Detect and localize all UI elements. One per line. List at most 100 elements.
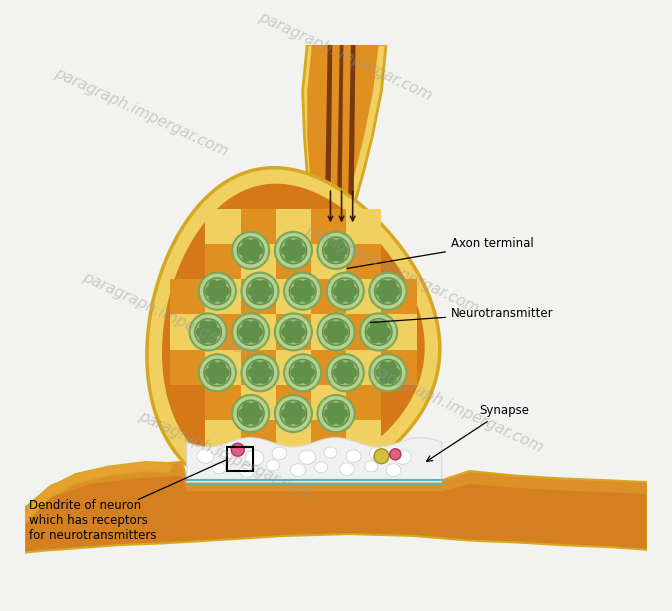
Ellipse shape — [328, 403, 337, 412]
Ellipse shape — [305, 287, 314, 296]
Ellipse shape — [250, 403, 259, 412]
Ellipse shape — [237, 400, 264, 427]
Ellipse shape — [243, 403, 251, 412]
Ellipse shape — [335, 240, 344, 249]
Bar — [346, 279, 382, 314]
Bar — [346, 209, 382, 244]
Ellipse shape — [275, 232, 312, 269]
Ellipse shape — [280, 318, 306, 345]
Ellipse shape — [380, 280, 389, 290]
Ellipse shape — [374, 359, 401, 386]
Text: Neurotransmitter: Neurotransmitter — [370, 307, 554, 323]
Ellipse shape — [324, 246, 333, 255]
Bar — [311, 279, 346, 314]
Bar — [276, 314, 311, 349]
Ellipse shape — [195, 318, 221, 345]
Ellipse shape — [294, 375, 304, 384]
Ellipse shape — [197, 449, 214, 463]
Ellipse shape — [232, 395, 269, 432]
Ellipse shape — [216, 293, 226, 302]
Ellipse shape — [259, 280, 268, 290]
Ellipse shape — [296, 327, 305, 337]
Ellipse shape — [284, 273, 321, 310]
Ellipse shape — [209, 293, 218, 302]
Ellipse shape — [360, 313, 397, 351]
Ellipse shape — [387, 362, 396, 371]
Ellipse shape — [374, 448, 389, 464]
Bar — [205, 209, 241, 244]
Bar — [205, 279, 241, 314]
Ellipse shape — [339, 327, 348, 337]
Ellipse shape — [232, 313, 269, 351]
Ellipse shape — [327, 354, 364, 391]
Text: paragraph.impergar.com: paragraph.impergar.com — [52, 65, 230, 159]
Ellipse shape — [247, 410, 255, 417]
Ellipse shape — [387, 375, 396, 384]
Ellipse shape — [239, 327, 248, 337]
Ellipse shape — [205, 287, 214, 296]
Ellipse shape — [346, 450, 361, 463]
Bar — [241, 279, 276, 314]
Bar — [170, 279, 205, 314]
Text: Synapse: Synapse — [427, 404, 529, 461]
Ellipse shape — [390, 368, 400, 378]
Ellipse shape — [302, 293, 311, 302]
Ellipse shape — [247, 278, 274, 304]
Ellipse shape — [243, 240, 251, 249]
Ellipse shape — [253, 246, 263, 255]
Ellipse shape — [243, 321, 251, 330]
Ellipse shape — [344, 375, 353, 384]
Polygon shape — [147, 168, 439, 496]
Ellipse shape — [263, 368, 272, 378]
Ellipse shape — [282, 409, 290, 418]
Text: Axon terminal: Axon terminal — [347, 238, 534, 268]
Ellipse shape — [290, 410, 297, 417]
Ellipse shape — [251, 293, 261, 302]
Ellipse shape — [292, 252, 302, 262]
Text: paragraph.impergar.com: paragraph.impergar.com — [368, 362, 546, 455]
Ellipse shape — [384, 287, 392, 295]
Ellipse shape — [209, 280, 218, 290]
Bar — [311, 385, 346, 420]
Polygon shape — [162, 184, 425, 480]
Ellipse shape — [335, 321, 344, 330]
Ellipse shape — [248, 368, 257, 378]
Ellipse shape — [365, 461, 378, 472]
Ellipse shape — [332, 328, 340, 335]
Ellipse shape — [251, 362, 261, 371]
Ellipse shape — [390, 287, 400, 296]
Ellipse shape — [290, 464, 305, 477]
Ellipse shape — [289, 278, 316, 304]
Bar — [311, 244, 346, 279]
Ellipse shape — [382, 327, 390, 337]
Ellipse shape — [294, 362, 304, 371]
Ellipse shape — [220, 368, 229, 378]
Ellipse shape — [299, 450, 316, 464]
Ellipse shape — [231, 443, 244, 456]
Ellipse shape — [384, 369, 392, 376]
Ellipse shape — [302, 362, 311, 371]
Ellipse shape — [333, 368, 343, 378]
Ellipse shape — [328, 240, 337, 249]
Bar — [205, 385, 241, 420]
Ellipse shape — [332, 359, 359, 386]
Ellipse shape — [243, 252, 251, 262]
Ellipse shape — [370, 354, 407, 391]
Bar — [205, 349, 241, 385]
Ellipse shape — [204, 328, 212, 335]
Bar — [276, 279, 311, 314]
Ellipse shape — [253, 327, 263, 337]
Polygon shape — [24, 462, 648, 552]
Ellipse shape — [344, 293, 353, 302]
Text: paragraph.impergar.com: paragraph.impergar.com — [80, 269, 259, 363]
Bar — [382, 279, 417, 314]
Ellipse shape — [240, 465, 255, 477]
Bar — [205, 244, 241, 279]
Ellipse shape — [292, 240, 302, 249]
Ellipse shape — [335, 334, 344, 343]
Ellipse shape — [250, 334, 259, 343]
Text: paragraph.impergar.com: paragraph.impergar.com — [302, 222, 481, 316]
Ellipse shape — [296, 246, 305, 255]
Ellipse shape — [370, 321, 380, 330]
Ellipse shape — [299, 369, 306, 376]
